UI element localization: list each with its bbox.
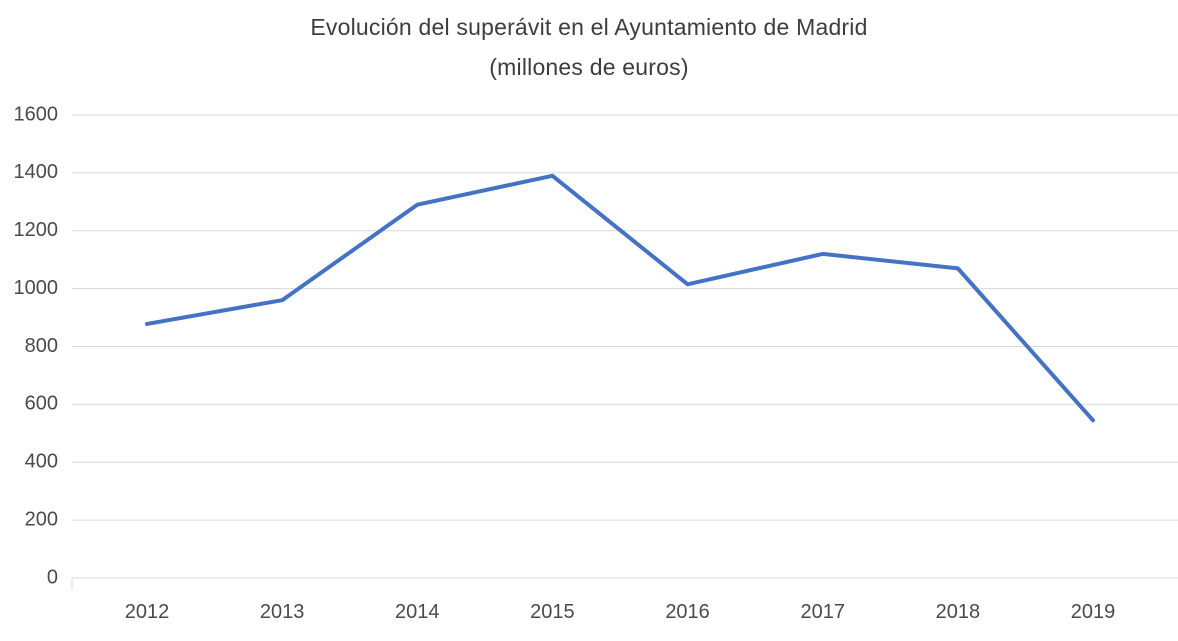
y-tick-label: 1000 <box>14 277 59 299</box>
y-tick-label: 1400 <box>14 161 59 183</box>
chart-subtitle: (millones de euros) <box>489 54 689 80</box>
x-tick-label: 2013 <box>260 601 305 623</box>
y-tick-label: 600 <box>25 393 58 415</box>
y-tick-label: 1600 <box>14 103 59 125</box>
x-tick-label: 2018 <box>936 601 981 623</box>
x-tick-label: 2012 <box>125 601 170 623</box>
x-tick-label: 2014 <box>395 601 440 623</box>
x-tick-label: 2015 <box>530 601 575 623</box>
y-tick-label: 0 <box>47 566 58 588</box>
chart-title: Evolución del superávit en el Ayuntamien… <box>310 14 868 40</box>
x-tick-label: 2019 <box>1071 601 1116 623</box>
y-tick-label: 800 <box>25 335 58 357</box>
x-tick-label: 2017 <box>800 601 845 623</box>
y-tick-label: 400 <box>25 451 58 473</box>
series-line-superavit <box>145 173 1095 423</box>
y-tick-label: 200 <box>25 508 58 530</box>
y-tick-label: 1200 <box>14 219 59 241</box>
x-tick-label: 2016 <box>665 601 710 623</box>
